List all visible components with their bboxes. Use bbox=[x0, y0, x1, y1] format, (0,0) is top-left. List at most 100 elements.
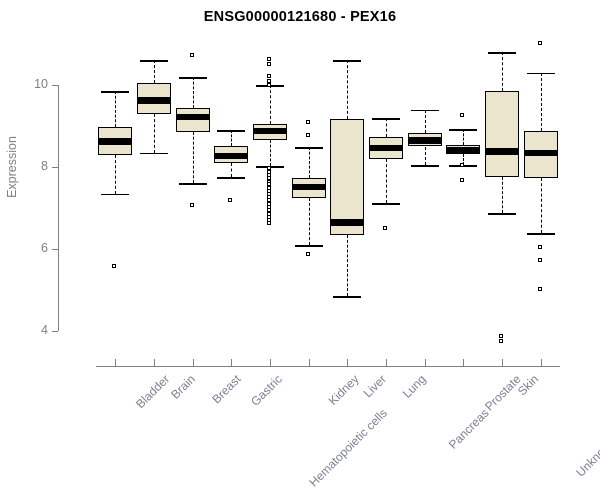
whisker-upper bbox=[463, 129, 465, 146]
outlier-point bbox=[537, 258, 542, 263]
whisker-upper bbox=[386, 117, 387, 138]
x-tick-label-prostate: Prostate bbox=[482, 372, 524, 414]
median-line bbox=[137, 97, 171, 104]
cap-upper bbox=[217, 130, 246, 132]
outlier-point bbox=[267, 166, 271, 171]
cap-upper bbox=[449, 129, 478, 132]
y-tick-label: 4 bbox=[41, 323, 48, 337]
outlier-point bbox=[537, 244, 542, 249]
whisker-lower bbox=[154, 113, 155, 153]
x-tick bbox=[231, 359, 233, 366]
y-tick bbox=[52, 85, 58, 86]
median-line bbox=[485, 148, 519, 155]
cap-lower bbox=[372, 203, 400, 205]
x-tick bbox=[347, 359, 349, 366]
y-axis-line bbox=[58, 85, 59, 331]
outlier-point bbox=[267, 221, 271, 226]
x-tick-label-bladder: Bladder bbox=[133, 372, 173, 412]
median-line bbox=[253, 127, 287, 135]
whisker-upper bbox=[115, 91, 117, 127]
x-tick-label-hematopoietic-cells: Hematopoietic cells bbox=[306, 406, 390, 490]
cap-upper bbox=[410, 109, 439, 112]
whisker-lower bbox=[386, 158, 387, 204]
whisker-lower bbox=[192, 132, 194, 184]
x-tick bbox=[502, 359, 503, 366]
cap-lower bbox=[178, 183, 207, 186]
x-tick-label-unknown-other: Unknown / Other bbox=[573, 406, 600, 480]
outlier-point bbox=[267, 82, 271, 87]
outlier-point bbox=[460, 163, 465, 168]
cap-lower bbox=[333, 296, 362, 298]
whisker-lower bbox=[115, 154, 117, 194]
outlier-point bbox=[537, 41, 542, 45]
whisker-upper bbox=[347, 60, 349, 119]
outlier-point bbox=[305, 119, 310, 124]
cap-lower bbox=[101, 193, 130, 196]
x-tick-label-lung: Lung bbox=[399, 372, 429, 401]
whisker-upper bbox=[502, 52, 503, 92]
whisker-lower bbox=[347, 234, 349, 297]
median-line bbox=[214, 152, 249, 160]
x-tick-label-kidney: Kidney bbox=[325, 372, 362, 408]
outlier-point bbox=[112, 264, 117, 269]
outlier-point bbox=[189, 202, 194, 207]
x-tick bbox=[270, 359, 271, 366]
outlier-point bbox=[189, 53, 194, 58]
median-line bbox=[369, 144, 403, 152]
cap-lower bbox=[217, 177, 246, 180]
outlier-point bbox=[383, 225, 387, 230]
x-tick-label-liver: Liver bbox=[360, 372, 390, 401]
outlier-point bbox=[267, 62, 271, 67]
outlier-point bbox=[460, 112, 465, 117]
x-tick bbox=[540, 359, 542, 366]
outlier-point bbox=[537, 287, 542, 291]
cap-upper bbox=[488, 52, 516, 54]
whisker-upper bbox=[270, 85, 271, 124]
whisker-upper bbox=[231, 130, 233, 146]
whisker-lower bbox=[308, 197, 310, 245]
outlier-point bbox=[305, 252, 310, 257]
median-line bbox=[523, 149, 558, 157]
box-iqr bbox=[330, 118, 365, 235]
cap-upper bbox=[526, 72, 555, 75]
y-tick bbox=[52, 331, 58, 332]
whisker-lower bbox=[231, 162, 233, 178]
x-tick-label-brain: Brain bbox=[168, 372, 198, 402]
cap-upper bbox=[333, 60, 362, 63]
whisker-upper bbox=[540, 72, 542, 131]
outlier-point bbox=[499, 334, 503, 339]
outlier-point bbox=[460, 178, 465, 183]
whisker-upper bbox=[308, 147, 310, 179]
whisker-upper bbox=[192, 76, 194, 108]
median-line bbox=[446, 146, 481, 154]
whisker-lower bbox=[502, 177, 503, 213]
x-tick bbox=[308, 359, 310, 366]
cap-upper bbox=[372, 117, 400, 120]
whisker-upper bbox=[424, 109, 426, 134]
y-tick bbox=[52, 249, 58, 250]
whisker-lower bbox=[463, 153, 465, 165]
whisker-lower bbox=[424, 146, 426, 165]
cap-upper bbox=[140, 60, 168, 63]
outlier-point bbox=[267, 57, 271, 62]
cap-upper bbox=[178, 76, 207, 79]
x-tick-label-breast: Breast bbox=[208, 372, 244, 407]
median-line bbox=[407, 137, 442, 144]
outlier-point bbox=[267, 73, 271, 78]
x-tick bbox=[154, 359, 155, 366]
median-line bbox=[175, 113, 210, 121]
x-tick bbox=[192, 359, 194, 366]
outlier-point bbox=[305, 133, 310, 138]
x-tick-label-gastric: Gastric bbox=[248, 372, 286, 409]
cap-lower bbox=[488, 212, 516, 215]
whisker-upper bbox=[154, 60, 155, 83]
cap-upper bbox=[101, 91, 130, 93]
whisker-lower bbox=[270, 139, 271, 166]
box-iqr bbox=[485, 91, 519, 178]
page-title: ENSG00000121680 - PEX16 bbox=[203, 9, 397, 25]
whisker-lower bbox=[540, 178, 542, 234]
x-tick bbox=[386, 359, 387, 366]
y-tick-label: 10 bbox=[34, 77, 48, 91]
x-tick bbox=[115, 359, 117, 366]
